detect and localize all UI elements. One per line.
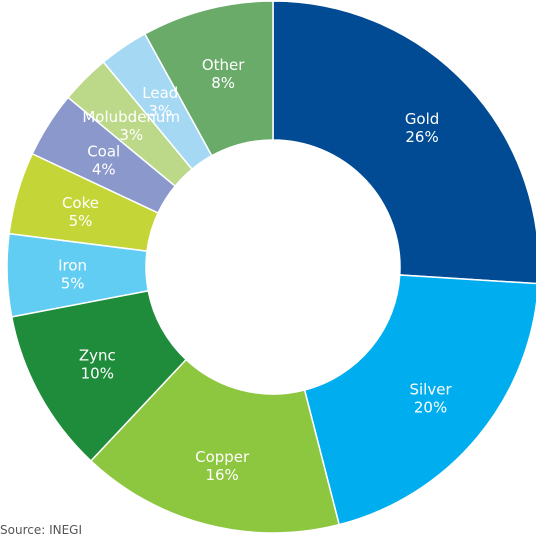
slice-value-zync: 10% [81,365,114,383]
donut-slices [6,0,536,534]
slice-label-other: Other [202,56,245,74]
slice-value-silver: 20% [414,398,447,416]
slice-label-zync: Zync [79,347,116,365]
slice-value-copper: 16% [205,466,238,484]
slice-value-molubdenum: 3% [119,126,143,144]
slice-value-iron: 5% [61,274,85,292]
slice-label-copper: Copper [195,448,250,466]
slice-label-iron: Iron [58,256,87,274]
slice-silver [303,274,536,526]
slice-label-lead: Lead [142,84,178,102]
slice-value-coke: 5% [69,212,93,230]
slice-value-coal: 4% [92,161,116,179]
slice-copper [89,358,341,534]
source-note: Source: INEGI [0,523,83,537]
slice-label-molubdenum: Molubdenum [82,108,180,126]
slice-value-other: 8% [211,74,235,92]
slice-value-lead: 3% [148,102,172,120]
slice-value-gold: 26% [405,128,438,146]
slice-label-coke: Coke [62,194,99,212]
slice-label-silver: Silver [409,380,452,398]
slice-gold [272,0,536,285]
slice-other [143,0,274,157]
slice-label-gold: Gold [405,110,440,128]
donut-labels: Gold26%Silver20%Copper16%Zync10%Iron5%Co… [58,56,452,484]
slice-label-coal: Coal [87,143,120,161]
